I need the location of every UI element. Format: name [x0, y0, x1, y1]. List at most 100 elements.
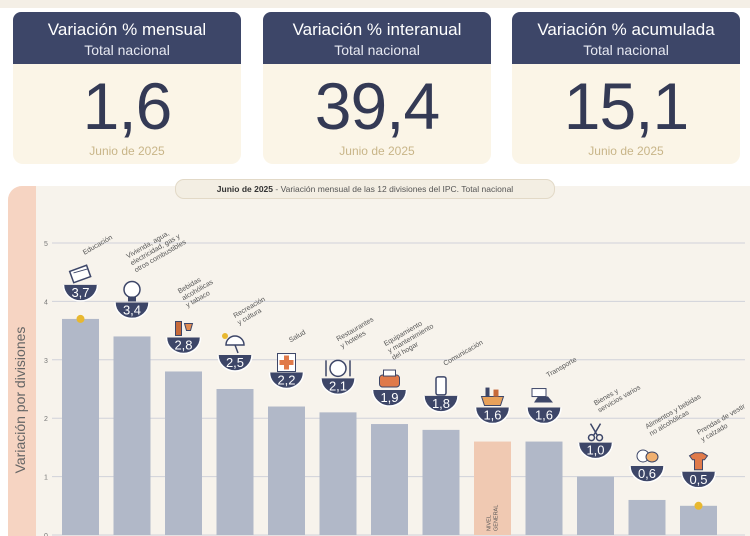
- value-badge: [578, 442, 613, 459]
- card-date: Junio de 2025: [588, 144, 664, 158]
- data-label: 1,6: [483, 408, 501, 423]
- icon-part: [279, 355, 294, 370]
- marker-dot: [694, 501, 703, 510]
- data-label: 3,4: [123, 302, 141, 317]
- scissors-icon: [587, 423, 604, 442]
- value-badge-rim: [680, 471, 717, 489]
- icon-part: [175, 320, 182, 336]
- card-header: Variación % interanual Total nacional: [263, 12, 491, 64]
- chart-caption-text: - Variación mensual de las 12 divisiones…: [273, 184, 514, 194]
- data-label: 2,1: [329, 378, 347, 393]
- category-label: Equipamientoy mantenimientodel hogar: [383, 316, 439, 362]
- icon-part: [645, 451, 659, 463]
- icon-part: [225, 335, 245, 346]
- beach-umbrella-icon: [222, 333, 245, 354]
- card-title: Variación % mensual: [47, 20, 207, 39]
- value-badge-rim: [629, 465, 665, 483]
- y-tick-label: 3: [44, 358, 48, 365]
- bar: [371, 424, 408, 535]
- category-label: Prendas de vestiry calzado: [696, 403, 750, 444]
- value-badge: [681, 471, 716, 488]
- card-value: 15,1: [563, 69, 689, 143]
- medical-cross-icon: [277, 353, 296, 373]
- category-label: Educación: [82, 234, 114, 256]
- marker-dot: [76, 314, 85, 323]
- value-badge: [630, 465, 664, 482]
- y-tick-label: 1: [44, 475, 48, 482]
- data-label: 1,0: [586, 443, 604, 458]
- value-badge: [372, 390, 407, 407]
- bar: [422, 429, 460, 535]
- category-label-line: Comunicación: [443, 339, 485, 367]
- value-badge: [475, 407, 510, 424]
- lightbulb-icon: [123, 280, 141, 302]
- bar: [113, 336, 151, 535]
- y-tick-label: 0: [44, 533, 48, 536]
- data-label: 1,8: [432, 396, 450, 411]
- value-badge-rim: [474, 407, 511, 425]
- bar: [268, 406, 305, 535]
- category-label: Salud: [288, 329, 307, 344]
- card-subtitle: Total nacional: [583, 42, 669, 58]
- bar: [62, 318, 99, 535]
- bar: [628, 499, 666, 535]
- icon-part: [493, 389, 499, 397]
- value-badge-rim: [423, 395, 459, 413]
- category-label: Vivienda, agua,electricidad, gas yotros …: [126, 225, 188, 274]
- y-tick-label: 4: [44, 299, 48, 306]
- icon-part: [534, 396, 553, 403]
- value-badge-rim: [62, 284, 99, 302]
- plate-icon: [325, 359, 351, 378]
- icon-part: [595, 433, 604, 442]
- value-badge-rim: [577, 442, 614, 460]
- y-tick-label: 2: [44, 416, 48, 423]
- y-tick-label: 5: [44, 241, 48, 248]
- card-date: Junio de 2025: [89, 144, 165, 158]
- category-label-line: NIVEL: [487, 515, 493, 531]
- shopping-basket-icon: [480, 387, 505, 407]
- card-subtitle: Total nacional: [84, 42, 170, 58]
- car-icon: [531, 388, 553, 403]
- icon-part: [592, 423, 602, 436]
- card-value: 39,4: [314, 69, 440, 143]
- category-label-line: Salud: [288, 329, 307, 344]
- tshirt-icon: [688, 452, 709, 471]
- category-label: Comunicación: [443, 339, 485, 367]
- data-label: 0,6: [638, 466, 656, 481]
- bar: [216, 389, 254, 535]
- chart-caption: Junio de 2025 - Variación mensual de las…: [175, 179, 555, 199]
- card-header: Variación % acumulada Total nacional: [512, 12, 740, 64]
- icon-part: [688, 452, 709, 471]
- data-label: 2,2: [277, 373, 295, 388]
- category-label: NIVELGENERAL: [487, 505, 500, 531]
- data-label: 1,6: [535, 408, 553, 423]
- value-badge-rim: [217, 354, 253, 372]
- category-label: Bebidasalcohólicasy tabaco: [177, 272, 219, 309]
- chart-caption-date: Junio de 2025: [216, 184, 274, 194]
- card-title: Variación % interanual: [292, 20, 462, 39]
- icon-part: [123, 280, 141, 299]
- value-badge: [424, 395, 458, 412]
- icon-part: [589, 423, 599, 436]
- category-label: Restaurantesy hoteles: [336, 316, 380, 350]
- phone-icon: [435, 376, 447, 396]
- card-body: 39,4 Junio de 2025: [263, 64, 491, 164]
- value-badge-rim: [268, 372, 305, 390]
- value-badge: [63, 284, 98, 301]
- icon-part: [68, 264, 92, 284]
- icon-part: [73, 268, 88, 274]
- y-axis-band: [8, 186, 36, 536]
- icon-part: [435, 376, 447, 396]
- data-label: 2,8: [174, 337, 192, 352]
- value-badge: [269, 372, 304, 389]
- icon-part: [587, 433, 596, 442]
- value-badge-rim: [165, 337, 202, 355]
- icon-part: [531, 388, 547, 398]
- value-badge-rim: [114, 302, 150, 320]
- card-accumulated: Variación % acumulada Total nacional 15,…: [512, 12, 740, 164]
- bar: [165, 371, 202, 535]
- bar: [319, 412, 357, 535]
- category-label: Recreacióny cultura: [233, 296, 271, 327]
- books-icon: [68, 264, 92, 284]
